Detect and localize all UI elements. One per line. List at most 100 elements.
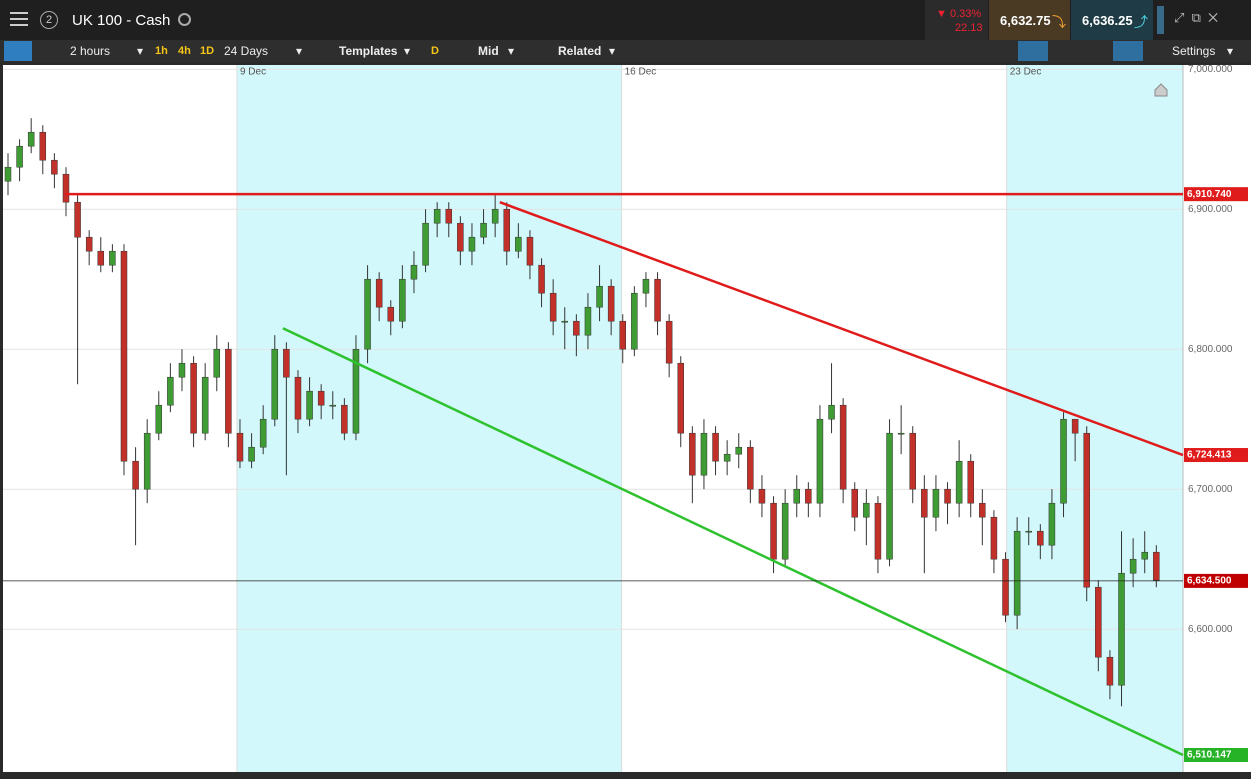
candle-body [1106, 656, 1114, 686]
candle-body [1153, 551, 1160, 581]
candle-body [236, 432, 244, 462]
dropdown-caret[interactable]: ▾ [1227, 44, 1234, 58]
depth-icon[interactable] [1157, 6, 1164, 34]
quick-interval[interactable]: 1D [200, 45, 215, 57]
candle-body [990, 516, 998, 560]
candle-body [1071, 418, 1079, 434]
d-button[interactable]: D [431, 45, 439, 57]
y-tick-label: 6,900.000 [1188, 204, 1233, 215]
dropdown-caret[interactable]: ▾ [508, 44, 515, 58]
candle-body [1037, 530, 1044, 546]
sell-box[interactable] [989, 0, 1070, 40]
candle-body [863, 502, 870, 518]
quick-interval[interactable]: 4h [178, 45, 191, 57]
candle-body [596, 285, 603, 308]
candle-body [979, 502, 986, 518]
dropdown-caret[interactable]: ▾ [137, 44, 144, 58]
candle-body [120, 250, 128, 462]
candle-body [816, 418, 824, 504]
candle-body [190, 362, 197, 434]
candle-body [735, 446, 742, 455]
chart: 6,600.000 6,700.000 6,800.000 6,900.000 7,00… [3, 64, 1251, 772]
candle-body [167, 376, 174, 406]
candle-body [306, 390, 313, 420]
x-tick-label: 9 Dec [240, 67, 266, 78]
change-pct-value: 0.33% [949, 8, 982, 20]
dropdown-caret[interactable]: ▾ [296, 44, 303, 58]
candle-body [549, 292, 557, 322]
candle-body [805, 488, 812, 504]
candle-body [283, 348, 290, 378]
candle-body [27, 131, 35, 147]
candle-body [561, 320, 569, 323]
candle-body [1002, 558, 1009, 616]
candle-body [921, 488, 928, 518]
candle-body [1060, 418, 1067, 504]
candle-body [747, 446, 754, 490]
candle-body [1083, 432, 1090, 588]
label-tool-active[interactable] [1113, 41, 1143, 61]
home-icon[interactable] [1154, 83, 1168, 97]
candle-body [97, 250, 105, 266]
candle-body [1141, 551, 1148, 560]
templates[interactable]: Templates [339, 44, 398, 58]
candle-body [712, 432, 719, 462]
y-tick-label: 6,800.000 [1188, 344, 1233, 355]
candle-body [677, 362, 684, 434]
candle-body [909, 432, 916, 490]
candle-body [491, 208, 499, 224]
candle-body [874, 502, 882, 560]
buy-arrow: ⤴ [1134, 14, 1148, 30]
price-tag-label: 6,510.147 [1187, 750, 1232, 761]
sell-price[interactable]: 6,632.75 [1000, 13, 1051, 28]
top-bar: 2 UK 100 - Cash ▼ 0.33% 22.13 6,632.75 ⤵… [0, 0, 1251, 40]
settings[interactable]: Settings [1172, 44, 1216, 58]
quick-interval[interactable]: 1h [155, 45, 168, 57]
week-shade [236, 65, 622, 772]
candle-body [851, 488, 858, 518]
candle-body [16, 145, 23, 168]
candle-body [457, 222, 464, 252]
candle-body [631, 292, 638, 350]
candle-body [689, 432, 696, 476]
candle-body [1129, 558, 1137, 574]
candle-body [538, 264, 545, 294]
list-button[interactable] [4, 41, 32, 61]
candle-body [4, 166, 12, 182]
y-tick-label: 6,700.000 [1188, 484, 1233, 495]
candle-body [248, 446, 255, 462]
buy-box[interactable] [1071, 0, 1153, 40]
candle-body [468, 236, 476, 252]
buy-price[interactable]: 6,636.25 [1082, 13, 1133, 28]
candle-body [259, 418, 267, 448]
dropdown-caret[interactable]: ▾ [609, 44, 616, 58]
price-tag [1184, 448, 1248, 463]
candle-body [480, 222, 487, 238]
price-tag-label: 6,634.500 [1187, 576, 1232, 587]
candle-body [51, 159, 58, 175]
candle-body [143, 432, 151, 490]
candle-body [584, 306, 592, 336]
interval[interactable]: 2 hours [70, 44, 111, 58]
candle-body [410, 264, 418, 280]
price-tag [1184, 187, 1248, 202]
draw-tool-active[interactable] [1018, 41, 1048, 61]
candle-body [178, 362, 186, 378]
candle-body [329, 404, 337, 407]
related[interactable]: Related [558, 44, 602, 58]
candle-body [317, 390, 325, 406]
candle-body [1118, 572, 1125, 686]
range[interactable]: 24 Days [224, 44, 269, 58]
candle-body [155, 404, 163, 434]
dropdown-caret[interactable]: ▾ [404, 44, 411, 58]
menu-icon[interactable] [10, 12, 28, 14]
window-icons[interactable]: ⤢ ⧉ ✕ [1174, 10, 1219, 25]
candle-body [74, 201, 81, 238]
search-icon[interactable] [178, 13, 191, 26]
candle-body [515, 236, 522, 252]
price-type[interactable]: Mid [478, 44, 499, 58]
change-box [925, 0, 988, 40]
candle-body [1013, 530, 1021, 616]
badge[interactable]: 2 [40, 11, 58, 29]
price-tag-label: 6,910.740 [1187, 189, 1232, 200]
